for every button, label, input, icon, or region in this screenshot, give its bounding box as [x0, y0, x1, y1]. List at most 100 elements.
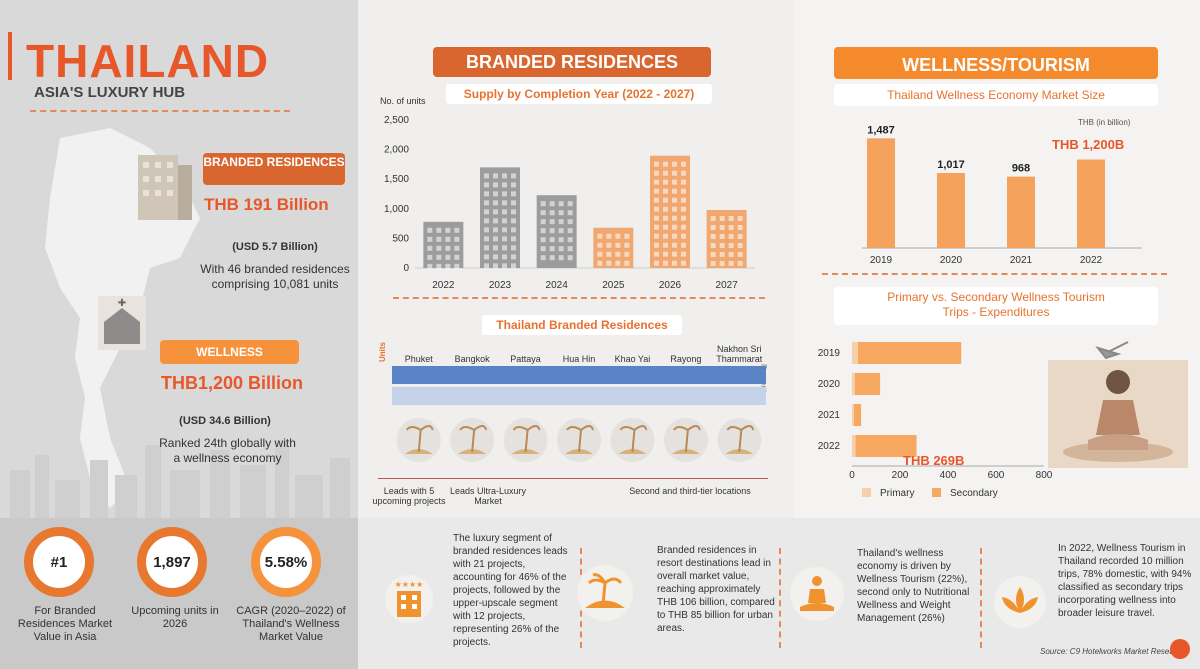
bar-window: [427, 254, 433, 260]
bar-window: [511, 209, 516, 215]
bar-window: [502, 227, 507, 233]
bar-window: [681, 188, 686, 194]
bar-window: [672, 161, 677, 167]
wellness-chart-title: Thailand Wellness Economy Market Size: [834, 84, 1158, 106]
wellness-unit: THB (in billion): [1078, 118, 1131, 127]
bar-window: [672, 188, 677, 194]
bar: [1077, 159, 1105, 248]
building-icon: [138, 155, 192, 220]
wellness-usd: (USD 34.6 Billion): [179, 415, 271, 427]
bar-window: [445, 254, 451, 260]
bar-window: [567, 219, 573, 225]
bar-window: [654, 188, 659, 194]
location-icon: [610, 418, 655, 462]
yoga-woman-icon: [1048, 341, 1188, 468]
bar-window: [454, 245, 460, 251]
bar-window: [484, 245, 489, 251]
bar-window: [654, 251, 659, 257]
bar-window: [511, 218, 516, 224]
bar-window: [681, 170, 686, 176]
bar-window: [484, 236, 489, 242]
stat-circle: 1,897: [137, 527, 207, 597]
location-icon: [557, 418, 601, 462]
bar-window: [484, 227, 489, 233]
location-label: Phuket: [404, 354, 433, 364]
bar: [852, 404, 854, 426]
x-tick-label: 2019: [870, 255, 893, 266]
bar-window: [597, 242, 603, 248]
location-label: Khao Yai: [614, 354, 651, 364]
bar-window: [597, 251, 603, 257]
bar: [1007, 176, 1035, 248]
bar-window: [558, 237, 564, 243]
x-tick-label: 800: [1036, 470, 1053, 481]
bar-window: [493, 227, 498, 233]
bar-window: [606, 251, 612, 257]
y-tick-label: 2022: [818, 441, 841, 452]
bar-window: [436, 254, 442, 260]
svg-text:✚: ✚: [118, 298, 126, 309]
bar-window: [615, 242, 621, 248]
bar-window: [454, 236, 460, 242]
bar-window: [484, 191, 489, 197]
bar-window: [710, 251, 716, 257]
stat-label: Upcoming units in 2026: [131, 605, 219, 630]
bar-window: [624, 251, 630, 257]
y-tick-label: 2,500: [384, 115, 409, 126]
bar-window: [681, 206, 686, 212]
page-title: THAILAND: [26, 35, 270, 87]
location-label: Rayong: [670, 354, 702, 364]
bar-window: [663, 242, 668, 248]
bar-window: [445, 227, 451, 233]
brand-logo: [1170, 639, 1190, 659]
bar-window: [681, 197, 686, 203]
branded-residences-section-title: Thailand Branded Residences: [482, 315, 682, 335]
x-tick-label: 2021: [1010, 255, 1033, 266]
bar-window: [540, 201, 546, 207]
tier-note: Second and third-tier locations: [629, 486, 751, 496]
bar-window: [728, 260, 734, 266]
bar-window: [719, 224, 725, 230]
bar-window: [511, 263, 516, 269]
trips-chart: 2019 2020 2021 2022 0 200 400 600 800 Primary Seco…: [818, 342, 1053, 499]
wellness-badge: WELLNESS: [160, 340, 299, 364]
bar-window: [597, 233, 603, 239]
branded-residences-badge: BRANDED RESIDENCES: [203, 153, 345, 185]
bangkok-note: Leads Ultra-Luxury Market: [449, 486, 527, 506]
bar-window: [493, 218, 498, 224]
y-tick-label: 1,500: [384, 174, 409, 185]
units-axis-label: Units: [378, 342, 387, 362]
bar-window: [558, 228, 564, 234]
bar-window: [681, 233, 686, 239]
bar-window: [654, 179, 659, 185]
y-tick-label: 1,000: [384, 204, 409, 215]
palm-tree-icon: [619, 425, 648, 453]
stat-label: For Branded Residences Market Value in A…: [17, 605, 113, 643]
legend-swatch: [932, 488, 941, 497]
palm-tree-icon: [673, 425, 701, 453]
bar-window: [436, 263, 442, 269]
bar-window: [567, 237, 573, 243]
y-tick-label: 2,000: [384, 145, 409, 156]
bar-window: [606, 233, 612, 239]
bar-window: [663, 197, 668, 203]
bar: [853, 404, 862, 426]
bar-window: [654, 260, 659, 266]
bar-window: [654, 161, 659, 167]
bar-window: [540, 219, 546, 225]
bar-window: [597, 260, 603, 266]
bar-window: [511, 200, 516, 206]
separator: [779, 548, 781, 648]
bar-window: [681, 161, 686, 167]
bar-window: [737, 233, 743, 239]
location-icon: [396, 418, 441, 462]
wellness-tourism-header: WELLNESS/TOURISM: [834, 47, 1158, 79]
y-tick-label: 2020: [818, 379, 841, 390]
source-note: Source: C9 Hotelworks Market Research: [1040, 647, 1185, 656]
bar-window: [558, 219, 564, 225]
bar-window: [606, 260, 612, 266]
bar-window: [502, 254, 507, 260]
legend-label: Primary: [880, 488, 914, 499]
wellness-value: THB1,200 Billion: [161, 373, 304, 393]
bar-window: [681, 242, 686, 248]
